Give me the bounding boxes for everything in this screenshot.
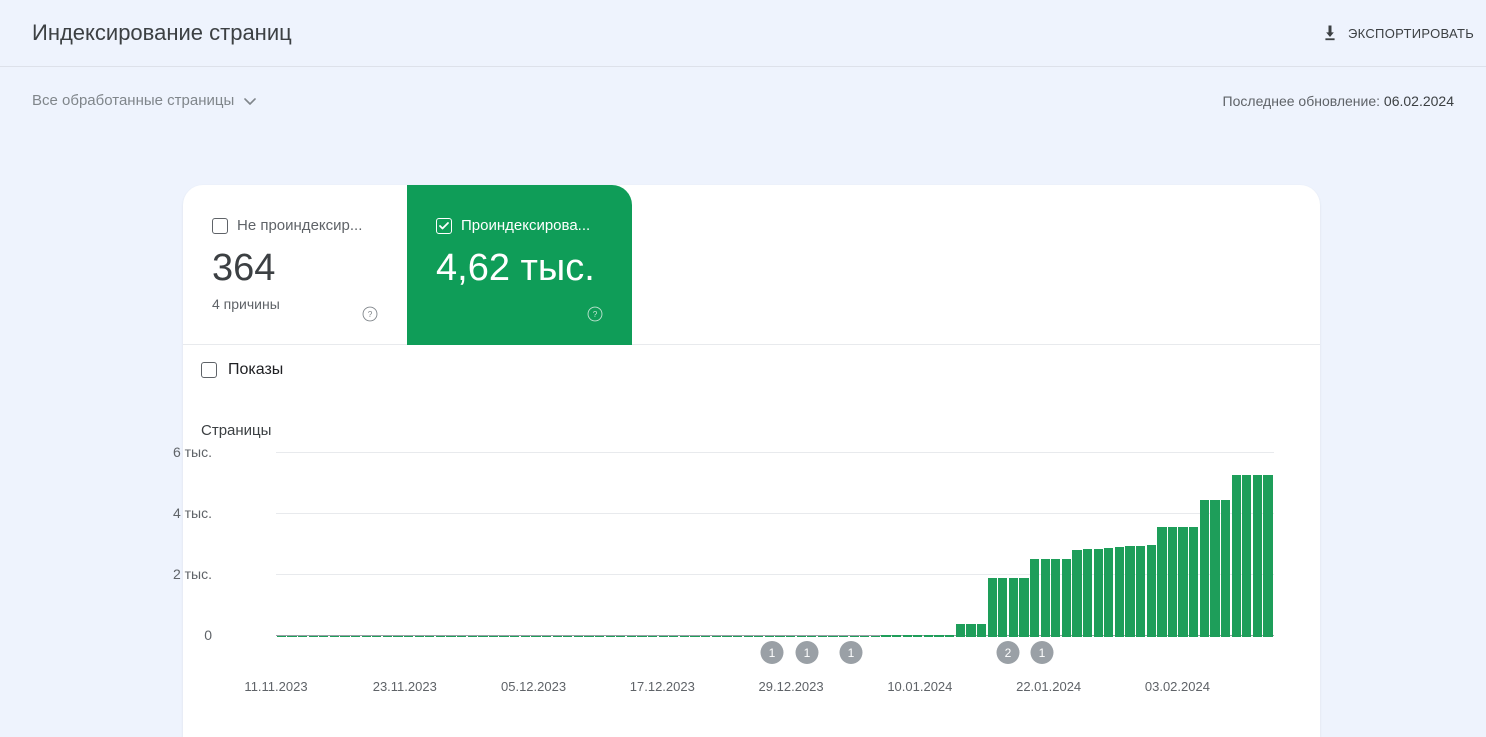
svg-text:?: ? — [368, 310, 373, 319]
svg-text:?: ? — [593, 310, 598, 319]
